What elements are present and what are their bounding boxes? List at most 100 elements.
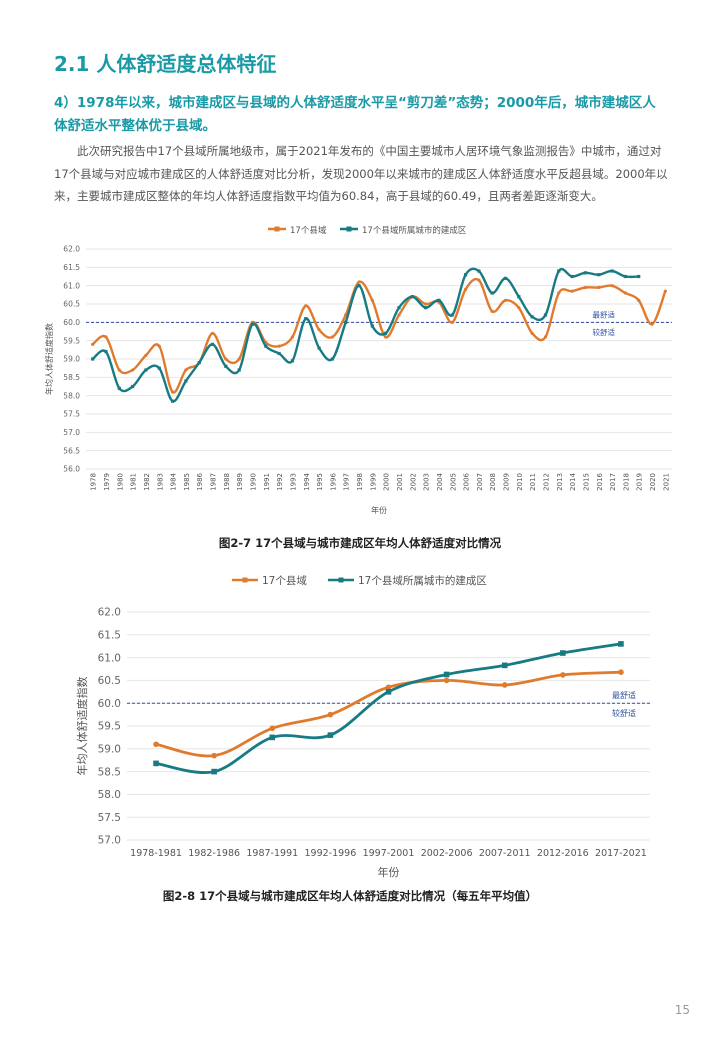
series-line-1: [91, 267, 639, 403]
y-tick-label: 60.5: [63, 300, 80, 309]
data-point-city: [557, 269, 561, 273]
x-tick-label: 1987: [210, 473, 218, 491]
data-point-city: [211, 768, 217, 775]
x-tick-label: 1983: [156, 473, 164, 491]
data-point-county: [397, 313, 401, 317]
y-tick-label: 58.0: [98, 789, 121, 801]
data-point-city: [344, 320, 348, 324]
data-point-city: [517, 295, 521, 299]
data-point-city: [117, 386, 121, 390]
x-tick-label: 2014: [569, 472, 577, 490]
x-tick-label: 2011: [529, 473, 537, 491]
x-tick-label: 1985: [183, 473, 191, 491]
y-tick-label: 57.0: [63, 428, 80, 437]
x-tick-label: 2009: [503, 473, 511, 491]
x-tick-label: 1996: [329, 472, 337, 490]
data-point-county: [210, 331, 215, 335]
data-point-city: [463, 273, 468, 277]
data-point-city: [131, 384, 135, 389]
y-tick-label: 62.0: [63, 245, 80, 254]
y-tick-label: 59.5: [63, 336, 80, 345]
y-tick-label: 60.5: [98, 675, 121, 687]
x-tick-label: 2016: [596, 472, 604, 490]
data-point-city: [304, 317, 308, 321]
legend-marker-1: [346, 226, 352, 232]
x-tick-label: 1988: [223, 473, 231, 491]
x-tick-label: 1982: [143, 473, 151, 491]
y-tick-label: 62.0: [98, 607, 121, 619]
section-heading: 2.1 人体舒适度总体特征: [54, 52, 277, 76]
data-point-county: [477, 278, 481, 282]
data-point-city: [224, 364, 228, 368]
data-point-county: [385, 684, 392, 691]
data-point-city: [623, 274, 627, 279]
data-point-city: [327, 732, 334, 738]
figure-caption-2-7: 图2-7 17个县域与城市建成区年均人体舒适度对比情况: [218, 536, 502, 550]
data-point-city: [443, 671, 450, 678]
x-tick-label: 2010: [516, 473, 524, 491]
x-tick-label: 1992-1996: [304, 848, 356, 859]
x-tick-label: 2000: [383, 473, 391, 491]
data-point-county: [463, 287, 468, 291]
x-tick-label: 1997-2001: [363, 848, 415, 859]
data-point-county: [104, 335, 108, 339]
x-tick-label: 1994: [303, 472, 311, 490]
y-tick-label: 57.0: [98, 835, 121, 847]
data-point-city: [170, 399, 175, 403]
data-point-city: [384, 331, 388, 335]
data-point-city: [610, 269, 614, 273]
data-point-county: [650, 322, 654, 326]
data-point-city: [503, 276, 508, 280]
x-tick-label: 2017-2021: [595, 848, 647, 859]
data-point-city: [269, 734, 276, 741]
x-tick-label: 2012: [542, 473, 550, 491]
data-point-city: [490, 291, 494, 295]
x-tick-label: 1993: [289, 473, 297, 491]
y-tick-label: 61.0: [98, 652, 121, 664]
x-tick-label: 2017: [609, 473, 617, 491]
data-point-county: [490, 309, 494, 313]
x-tick-label: 1981: [130, 473, 138, 491]
legend-marker-0: [242, 577, 248, 583]
x-tick-label: 2018: [622, 473, 630, 491]
x-tick-label: 1992: [276, 473, 284, 491]
legend-label-1: 17个县域所属城市的建成区: [358, 574, 487, 587]
x-tick-label: 1998: [356, 473, 364, 491]
legend-marker-0: [274, 226, 280, 232]
x-tick-label: 1987-1991: [246, 848, 298, 859]
data-point-city: [385, 689, 392, 695]
data-point-county: [170, 390, 175, 394]
y-tick-label: 59.0: [98, 743, 121, 755]
data-point-city: [144, 368, 148, 372]
x-tick-label: 1979: [103, 473, 111, 491]
x-tick-label: 1982-1986: [188, 848, 240, 859]
data-point-city: [277, 351, 281, 356]
data-point-county: [91, 342, 95, 346]
y-tick-label: 57.5: [98, 812, 121, 824]
data-point-city: [330, 357, 334, 361]
reference-label-above: 最舒适: [593, 309, 616, 319]
legend-label-0: 17个县域: [262, 574, 307, 587]
x-tick-label: 2005: [449, 473, 457, 491]
x-axis-title: 年份: [378, 865, 400, 879]
data-point-county: [501, 682, 508, 688]
data-point-county: [117, 368, 121, 372]
data-point-county: [370, 298, 374, 302]
y-tick-label: 60.0: [63, 318, 80, 327]
data-point-city: [450, 313, 454, 317]
data-point-city: [637, 274, 641, 279]
data-point-county: [618, 669, 624, 675]
x-tick-label: 2006: [463, 472, 471, 490]
data-point-county: [570, 289, 574, 293]
y-tick-label: 56.0: [63, 465, 80, 474]
data-point-city: [570, 274, 574, 279]
data-point-city: [91, 357, 95, 361]
x-tick-label: 2020: [649, 473, 657, 491]
x-tick-label: 2003: [423, 473, 431, 491]
data-point-city: [424, 306, 428, 310]
data-point-county: [153, 741, 159, 748]
data-point-county: [277, 344, 281, 348]
series-line-0: [91, 277, 667, 394]
x-tick-label: 2015: [582, 473, 590, 491]
x-tick-label: 2012-2016: [537, 848, 589, 859]
